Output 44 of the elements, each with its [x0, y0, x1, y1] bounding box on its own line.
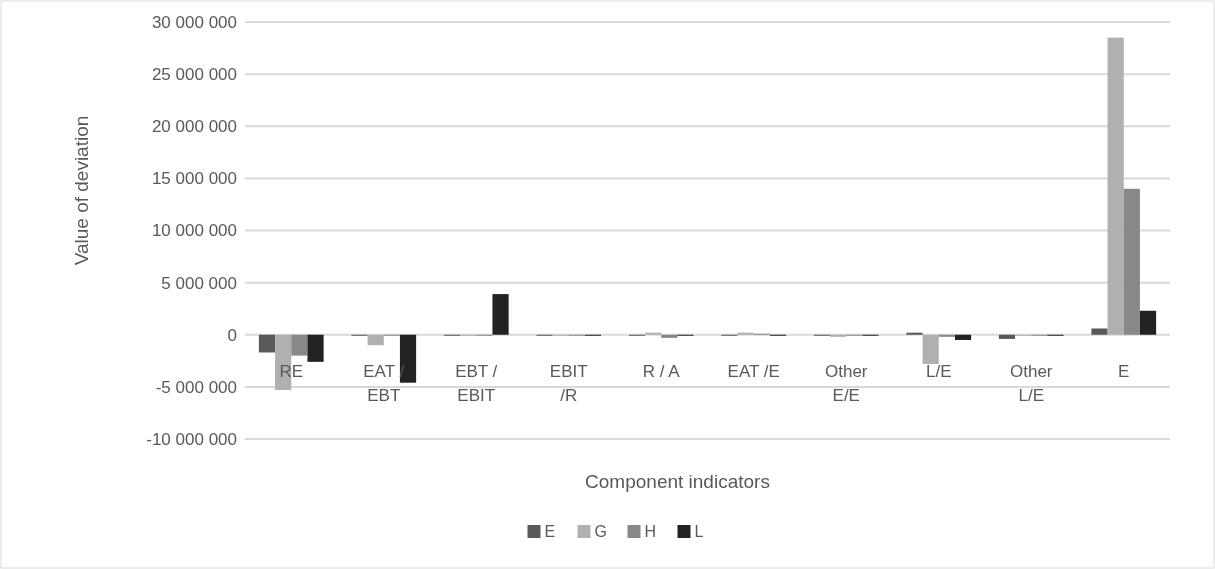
bar — [291, 334, 308, 356]
x-tick-label: Other L/E — [1009, 361, 1053, 406]
x-axis-title: Component indicators — [585, 471, 770, 492]
x-tick-label: E — [1118, 361, 1130, 381]
x-tick-label: EAT /E — [727, 361, 780, 381]
x-tick-label: EBT / EBIT — [455, 361, 498, 406]
bar — [1123, 188, 1140, 335]
x-tick-label: R / A — [642, 361, 681, 381]
y-tick-label: 25 000 000 — [151, 65, 237, 85]
y-tick-label: 20 000 000 — [151, 117, 237, 137]
y-tick-label: -5 000 000 — [155, 377, 237, 397]
bar — [307, 334, 324, 362]
x-tick-label: EAT / EBT — [363, 361, 405, 406]
bar — [1107, 37, 1124, 335]
bar — [492, 294, 509, 335]
x-tick-label: RE — [279, 361, 304, 381]
y-axis-title: Value of deviation — [71, 115, 92, 266]
legend-label: L — [694, 523, 704, 540]
bar — [737, 332, 754, 335]
x-tick-label: L/E — [925, 361, 952, 381]
legend-label: G — [594, 523, 607, 540]
bar — [1139, 310, 1157, 335]
bar — [1091, 328, 1108, 335]
bar — [938, 334, 955, 337]
y-tick-label: 30 000 000 — [151, 12, 237, 32]
bar — [399, 334, 417, 383]
bar — [830, 334, 847, 337]
bar — [661, 334, 678, 338]
bar — [258, 334, 276, 353]
bar — [998, 334, 1016, 339]
legend-label: E — [544, 523, 556, 540]
y-tick-label: 15 000 000 — [151, 169, 237, 189]
bar — [645, 332, 662, 335]
y-tick-label: 0 — [227, 325, 237, 345]
y-tick-label: 10 000 000 — [151, 221, 237, 241]
bar — [954, 334, 972, 340]
bar — [367, 334, 384, 346]
y-tick-label: -10 000 000 — [146, 429, 237, 449]
bar — [906, 332, 923, 335]
bar — [922, 334, 939, 364]
legend-label: H — [644, 523, 657, 540]
y-tick-label: 5 000 000 — [161, 273, 237, 293]
x-tick-label: EBIT /R — [549, 361, 588, 406]
x-tick-label: Other E/E — [824, 361, 868, 406]
